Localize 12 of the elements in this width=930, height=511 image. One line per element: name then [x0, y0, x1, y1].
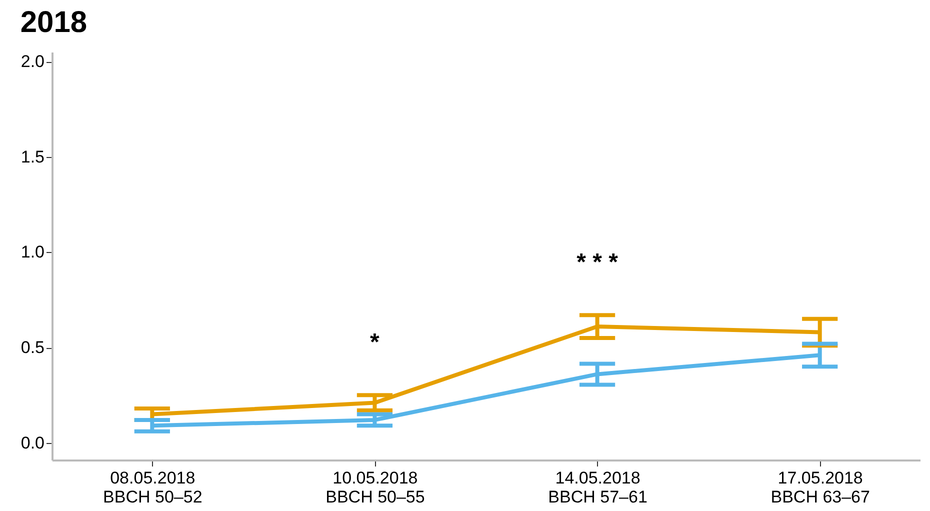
annotation: *	[370, 329, 380, 356]
y-tick-label: 1.5	[20, 147, 44, 166]
x-tick-label: 17.05.2018 BBCH 63–67	[770, 468, 870, 506]
x-tick-label: 14.05.2018 BBCH 57–61	[548, 468, 648, 506]
y-tick-label: 2.0	[20, 52, 44, 72]
annotation: * * *	[576, 249, 619, 276]
x-tick-label: 08.05.2018 BBCH 50–52	[103, 468, 202, 506]
y-tick-label: 0.0	[20, 433, 44, 452]
x-tick-label: 10.05.2018 BBCH 50–55	[326, 468, 425, 506]
y-tick-label: 1.0	[20, 242, 44, 262]
chart-title: 2018	[20, 6, 88, 39]
y-tick-label: 0.5	[20, 338, 44, 358]
